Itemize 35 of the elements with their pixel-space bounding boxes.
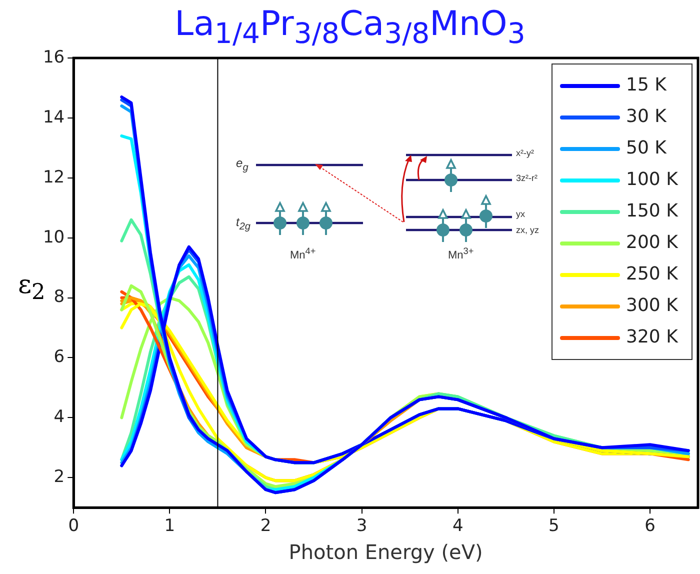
y-axis-title: ε$_{2}$ [18,270,46,306]
x-tick-label: 5 [548,516,560,536]
legend-label: 30 K [626,106,668,128]
legend-label: 200 K [626,232,680,254]
y-tick-label: 6 [54,347,65,368]
y-tick-label: 16 [42,47,65,68]
x-tick-label: 1 [164,516,176,536]
annotation: yx [516,209,525,219]
x-tick-label: 6 [644,516,656,536]
y-tick-label: 2 [54,467,65,488]
annotation: e$_{g}$ [236,156,248,174]
annotation: t$_{2g}$ [236,215,250,232]
x-tick-label: 4 [452,516,464,536]
x-tick-label: 3 [356,516,368,536]
y-tick-label: 12 [42,167,65,188]
annotation: Mn$^{4+}$ [290,246,316,262]
legend-label: 50 K [626,138,668,159]
chart-title: La$_{1/4}$Pr$_{3/8}$Ca$_{3/8}$MnO$_{3}$ [174,4,526,50]
y-tick-label: 8 [54,287,65,308]
legend-label: 100 K [626,169,680,190]
x-tick-label: 0 [68,516,80,536]
legend-label: 320 K [626,326,680,348]
annotation: 3z²-r² [516,173,538,183]
legend-label: 150 K [626,200,680,222]
legend-label: 15 K [626,74,668,96]
y-tick-label: 4 [54,407,65,428]
annotation: Mn$^{3+}$ [448,246,474,262]
y-tick-label: 10 [42,227,65,248]
annotation: zx, yz [516,225,540,235]
x-tick-label: 2 [260,516,272,536]
y-tick-label: 14 [42,107,65,128]
annotation: x²-y² [516,148,534,158]
x-axis-title: Photon Energy (eV) [288,540,483,564]
legend-label: 250 K [626,264,680,285]
legend-label: 300 K [626,295,680,316]
